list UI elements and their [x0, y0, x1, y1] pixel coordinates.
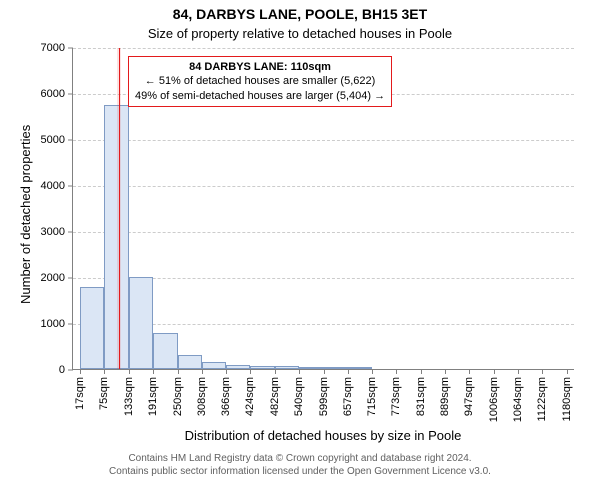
- xtick-mark: [226, 369, 227, 374]
- histogram-bar: [275, 366, 299, 369]
- xtick-mark: [372, 369, 373, 374]
- ytick-mark: [68, 140, 73, 141]
- ytick-mark: [68, 232, 73, 233]
- callout-line-3: 49% of semi-detached houses are larger (…: [135, 89, 385, 103]
- xtick-label: 1006sqm: [488, 377, 500, 422]
- xtick-label: 773sqm: [390, 377, 402, 416]
- histogram-bar: [202, 362, 226, 369]
- ytick-label: 4000: [41, 180, 65, 192]
- xtick-label: 482sqm: [269, 377, 281, 416]
- histogram-bar: [299, 367, 324, 369]
- histogram-bar: [153, 333, 178, 369]
- marker-line: [119, 48, 120, 369]
- ytick-label: 5000: [41, 134, 65, 146]
- xtick-label: 17sqm: [74, 377, 86, 410]
- xtick-mark: [518, 369, 519, 374]
- xtick-mark: [80, 369, 81, 374]
- xtick-label: 657sqm: [342, 377, 354, 416]
- xtick-label: 250sqm: [172, 377, 184, 416]
- histogram-bar: [80, 287, 104, 369]
- ytick-label: 0: [59, 364, 65, 376]
- xtick-label: 308sqm: [196, 377, 208, 416]
- ytick-label: 7000: [41, 42, 65, 54]
- xtick-mark: [542, 369, 543, 374]
- xtick-mark: [421, 369, 422, 374]
- xtick-label: 366sqm: [220, 377, 232, 416]
- ytick-label: 6000: [41, 88, 65, 100]
- xtick-mark: [129, 369, 130, 374]
- property-size-chart: 84, DARBYS LANE, POOLE, BH15 3ET Size of…: [0, 0, 600, 500]
- xtick-mark: [396, 369, 397, 374]
- xtick-mark: [494, 369, 495, 374]
- attribution-footer: Contains HM Land Registry data © Crown c…: [0, 452, 600, 478]
- ytick-mark: [68, 186, 73, 187]
- gridline: [73, 48, 574, 49]
- xtick-label: 75sqm: [98, 377, 110, 410]
- xtick-label: 133sqm: [123, 377, 135, 416]
- histogram-bar: [129, 277, 153, 369]
- histogram-bar: [250, 366, 274, 369]
- histogram-bar: [324, 367, 348, 369]
- footer-line-1: Contains HM Land Registry data © Crown c…: [0, 452, 600, 465]
- ytick-mark: [68, 324, 73, 325]
- ytick-mark: [68, 94, 73, 95]
- xtick-mark: [153, 369, 154, 374]
- xtick-label: 540sqm: [293, 377, 305, 416]
- xtick-mark: [567, 369, 568, 374]
- ytick-mark: [68, 370, 73, 371]
- chart-subtitle: Size of property relative to detached ho…: [0, 26, 600, 41]
- xtick-mark: [178, 369, 179, 374]
- property-callout: 84 DARBYS LANE: 110sqm← 51% of detached …: [128, 56, 392, 107]
- ytick-mark: [68, 278, 73, 279]
- xtick-mark: [299, 369, 300, 374]
- gridline: [73, 140, 574, 141]
- xtick-mark: [202, 369, 203, 374]
- plot-area: 0100020003000400050006000700017sqm75sqm1…: [72, 48, 574, 370]
- xtick-label: 1122sqm: [536, 377, 548, 421]
- ytick-mark: [68, 48, 73, 49]
- footer-line-2: Contains public sector information licen…: [0, 465, 600, 478]
- xtick-mark: [324, 369, 325, 374]
- x-axis-label: Distribution of detached houses by size …: [72, 428, 574, 443]
- xtick-label: 715sqm: [366, 377, 378, 416]
- xtick-label: 1180sqm: [561, 377, 573, 421]
- histogram-bar: [226, 365, 250, 369]
- ytick-label: 1000: [41, 318, 65, 330]
- xtick-label: 889sqm: [439, 377, 451, 416]
- gridline: [73, 232, 574, 233]
- xtick-mark: [445, 369, 446, 374]
- xtick-label: 831sqm: [415, 377, 427, 416]
- chart-title: 84, DARBYS LANE, POOLE, BH15 3ET: [0, 6, 600, 22]
- histogram-bar: [348, 367, 372, 369]
- xtick-label: 947sqm: [463, 377, 475, 416]
- xtick-mark: [469, 369, 470, 374]
- xtick-label: 424sqm: [244, 377, 256, 416]
- callout-line-2: ← 51% of detached houses are smaller (5,…: [135, 74, 385, 88]
- xtick-mark: [104, 369, 105, 374]
- gridline: [73, 186, 574, 187]
- callout-line-1: 84 DARBYS LANE: 110sqm: [135, 60, 385, 74]
- y-axis-label: Number of detached properties: [18, 125, 33, 304]
- xtick-mark: [250, 369, 251, 374]
- xtick-mark: [348, 369, 349, 374]
- xtick-label: 191sqm: [147, 377, 159, 416]
- xtick-label: 599sqm: [318, 377, 330, 416]
- xtick-label: 1064sqm: [512, 377, 524, 422]
- ytick-label: 2000: [41, 272, 65, 284]
- histogram-bar: [178, 355, 202, 369]
- xtick-mark: [275, 369, 276, 374]
- ytick-label: 3000: [41, 226, 65, 238]
